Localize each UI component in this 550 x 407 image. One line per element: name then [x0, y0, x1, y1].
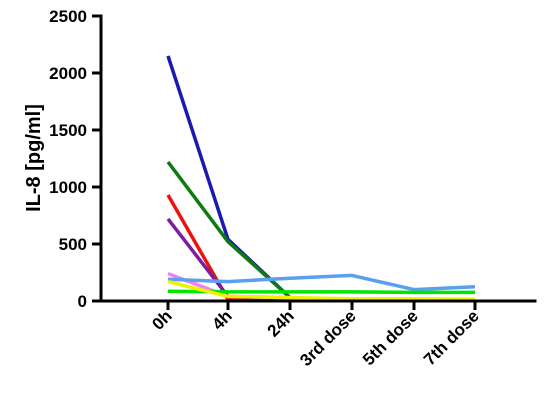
- x-tick-label: 3rd dose: [296, 306, 360, 370]
- series-line-7: [167, 289, 475, 295]
- y-ticks-layer: 0 500 1000 1500 2000 2500: [49, 7, 101, 311]
- series-line-6: [167, 273, 476, 292]
- series-layer: [166, 55, 476, 302]
- x-tick-label: 7th dose: [420, 306, 483, 369]
- y-tick-label: 2500: [49, 7, 87, 26]
- x-tick-label: 4h: [208, 306, 235, 333]
- x-tick-label: 0h: [148, 306, 175, 333]
- y-tick-label: 2000: [49, 64, 87, 83]
- y-tick-label: 0: [78, 292, 87, 311]
- x-tick-label: 5th dose: [359, 306, 422, 369]
- y-tick-label: 500: [59, 235, 87, 254]
- series-line-8: [167, 279, 476, 302]
- y-tick-label: 1500: [49, 121, 87, 140]
- y-axis-title: IL-8 [pg/ml]: [23, 104, 45, 212]
- x-tick-label: 24h: [264, 306, 298, 340]
- axes-layer: [99, 14, 537, 303]
- y-tick-label: 1000: [49, 178, 87, 197]
- series-line-1: [166, 55, 292, 299]
